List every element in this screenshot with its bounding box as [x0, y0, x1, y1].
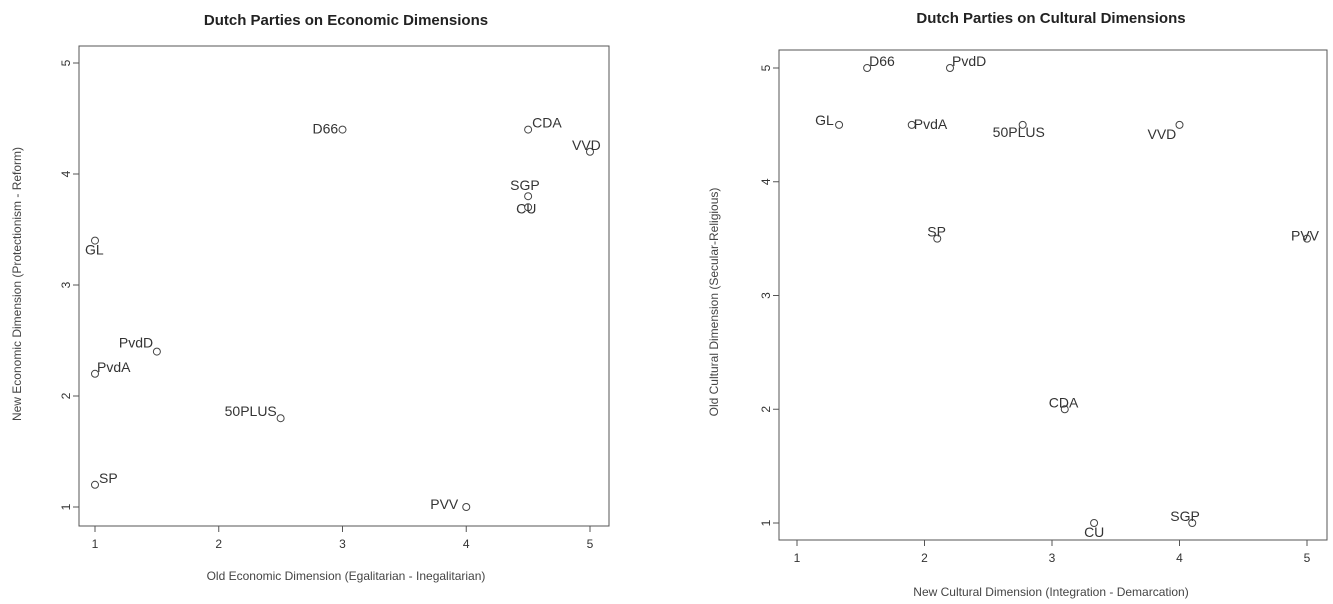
- x-tick-label: 5: [587, 537, 594, 551]
- data-point: [835, 120, 844, 129]
- chart-title: Dutch Parties on Economic Dimensions: [204, 12, 488, 29]
- y-axis-label: New Economic Dimension (Protectionism - …: [10, 147, 24, 421]
- point-label: CU: [516, 200, 536, 216]
- point-label: SP: [927, 224, 946, 240]
- data-point: [152, 347, 161, 356]
- point-label: SP: [99, 470, 118, 486]
- plot-area: 1 2 3 4 5 1 2 3 4 5 D66 CDA VVD SGP CU GL PvdD PvdA 50PLUS…: [59, 45, 610, 551]
- plot-frame: [78, 45, 610, 527]
- economic-scatter-plot: Dutch Parties on Economic Dimensions Old…: [10, 12, 610, 583]
- data-point: [524, 125, 533, 134]
- data-point: [1188, 519, 1197, 527]
- point-label: D66: [313, 121, 339, 137]
- point-label: SGP: [1170, 508, 1200, 524]
- point-label: PVV: [1291, 228, 1320, 244]
- data-point: [338, 125, 347, 134]
- point-label: D66: [869, 53, 895, 69]
- x-tick-label: 2: [215, 537, 222, 551]
- chart-title: Dutch Parties on Cultural Dimensions: [916, 10, 1185, 27]
- data-point: [933, 234, 942, 243]
- economic-chart-panel: Dutch Parties on Economic Dimensions Old…: [0, 0, 666, 604]
- data-point: [91, 236, 99, 245]
- x-tick-label: 4: [463, 537, 470, 551]
- x-tick-label: 1: [92, 537, 99, 551]
- point-label: VVD: [1148, 126, 1177, 142]
- data-point: [91, 369, 99, 378]
- point-label: GL: [815, 112, 834, 128]
- plot-frame: [778, 49, 1328, 541]
- y-tick-label: 2: [59, 392, 73, 399]
- y-tick-label: 5: [59, 59, 73, 66]
- cultural-scatter-plot: Dutch Parties on Cultural Dimensions New…: [707, 10, 1328, 599]
- cultural-chart-panel: Dutch Parties on Cultural Dimensions New…: [666, 0, 1333, 604]
- x-tick-label: 5: [1304, 551, 1311, 565]
- data-point: [586, 147, 594, 156]
- point-label: PVV: [430, 496, 459, 512]
- x-tick-label: 4: [1176, 551, 1183, 565]
- y-axis-label: Old Cultural Dimension (Secular-Religiou…: [707, 188, 721, 417]
- point-label: GL: [85, 242, 104, 258]
- y-tick-label: 2: [759, 406, 773, 413]
- data-point: [1018, 120, 1027, 129]
- point-label: VVD: [572, 137, 601, 153]
- point-label: CDA: [532, 115, 562, 131]
- data-point: [907, 120, 916, 129]
- data-point: [946, 64, 954, 72]
- data-point: [1303, 234, 1311, 243]
- point-label: PvdD: [952, 53, 986, 69]
- data-point: [863, 64, 872, 72]
- point-label: 50PLUS: [225, 403, 277, 419]
- plot-area: 1 2 3 4 5 1 2 3 4 5 D66 PvdD GL PvdA 50PLUS VVD SP PVV CDA…: [759, 49, 1328, 565]
- y-tick-label: 3: [59, 281, 73, 288]
- data-point: [1090, 519, 1099, 527]
- data-point: [276, 414, 285, 423]
- point-label: 50PLUS: [993, 124, 1045, 140]
- point-label: CDA: [1049, 394, 1079, 410]
- point-label: PvdD: [119, 335, 153, 351]
- point-label: PvdA: [97, 359, 131, 375]
- x-tick-label: 1: [794, 551, 801, 565]
- y-tick-label: 1: [59, 503, 73, 510]
- x-tick-label: 2: [921, 551, 928, 565]
- x-axis-label: Old Economic Dimension (Egalitarian - In…: [207, 569, 486, 583]
- data-point: [524, 203, 533, 212]
- y-tick-label: 4: [59, 170, 73, 177]
- y-tick-label: 5: [759, 64, 773, 71]
- data-point: [1175, 120, 1184, 129]
- data-point: [524, 192, 533, 201]
- x-tick-label: 3: [1049, 551, 1056, 565]
- point-label: CU: [1084, 524, 1104, 540]
- data-point: [462, 503, 471, 511]
- point-label: SGP: [510, 177, 540, 193]
- y-tick-label: 1: [759, 519, 773, 526]
- x-axis-label: New Cultural Dimension (Integration - De…: [913, 585, 1188, 599]
- point-label: PvdA: [914, 116, 948, 132]
- data-point: [1060, 405, 1069, 414]
- data-point: [91, 480, 99, 489]
- y-tick-label: 4: [759, 178, 773, 185]
- x-tick-label: 3: [339, 537, 346, 551]
- y-tick-label: 3: [759, 292, 773, 299]
